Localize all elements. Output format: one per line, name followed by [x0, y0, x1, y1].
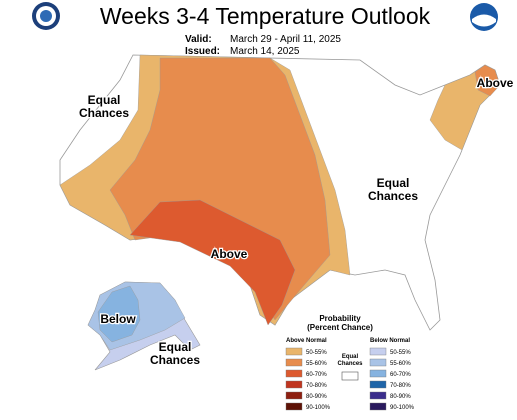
valid: March 29 - April 11, 2025: [230, 34, 341, 45]
title: Weeks 3-4 Temperature Outlook: [100, 3, 431, 29]
map-label: Above: [211, 247, 248, 261]
legend-swatch: [285, 391, 303, 400]
legend-swatch: [285, 380, 303, 389]
legend-swatch: [285, 347, 303, 356]
legend-swatch: [369, 391, 387, 400]
map-label: Equal Chances: [79, 93, 129, 120]
legend-swatch: [369, 380, 387, 389]
legend-above-header: Above Normal: [286, 338, 327, 344]
map-label: Equal Chances: [150, 340, 200, 367]
map-label: Above: [477, 76, 514, 90]
legend-swatch: [369, 347, 387, 356]
legend-item-label: 55-60%: [306, 361, 327, 367]
legend-item-label: 80-90%: [390, 394, 411, 400]
issued-label: Issued:: [185, 46, 220, 57]
valid-label: Valid:: [185, 34, 212, 45]
doc-logo: [32, 2, 60, 30]
legend-below-header: Below Normal: [370, 338, 410, 344]
legend-swatch: [369, 358, 387, 367]
legend-item-label: 90-100%: [390, 405, 415, 411]
map-label: Below: [100, 312, 136, 326]
legend-swatch: [285, 402, 303, 411]
map-label: Equal Chances: [368, 176, 418, 203]
legend-item-label: 70-80%: [306, 383, 327, 389]
legend-equal-swatch: [341, 371, 359, 381]
legend-item-label: 90-100%: [306, 405, 331, 411]
northeast-55-region: [474, 64, 501, 97]
legend-item-label: 60-70%: [390, 372, 411, 378]
map-labels: Equal Chances Above Equal Chances Above Below E…: [78, 75, 515, 369]
legend-title: Probability (Percent Chance): [307, 314, 373, 332]
issued: March 14, 2025: [230, 46, 300, 57]
legend-swatch: [285, 369, 303, 378]
alaska-below-60: [97, 285, 141, 343]
legend-item-label: 60-70%: [306, 372, 327, 378]
legend-item-label: 50-55%: [306, 350, 327, 356]
legend-item-label: 50-55%: [390, 350, 411, 356]
legend-item-label: 80-90%: [306, 394, 327, 400]
legend-item-label: 70-80%: [390, 383, 411, 389]
legend-swatch: [285, 358, 303, 367]
above-60-region: [129, 199, 296, 326]
noaa-logo: [470, 3, 498, 31]
legend-swatch: [369, 402, 387, 411]
legend-swatch: [369, 369, 387, 378]
legend-equal-label: Equal Chances: [337, 354, 363, 367]
legend: Probability (Percent Chance) Above Normal B…: [285, 314, 415, 411]
legend-item-label: 55-60%: [390, 361, 411, 367]
